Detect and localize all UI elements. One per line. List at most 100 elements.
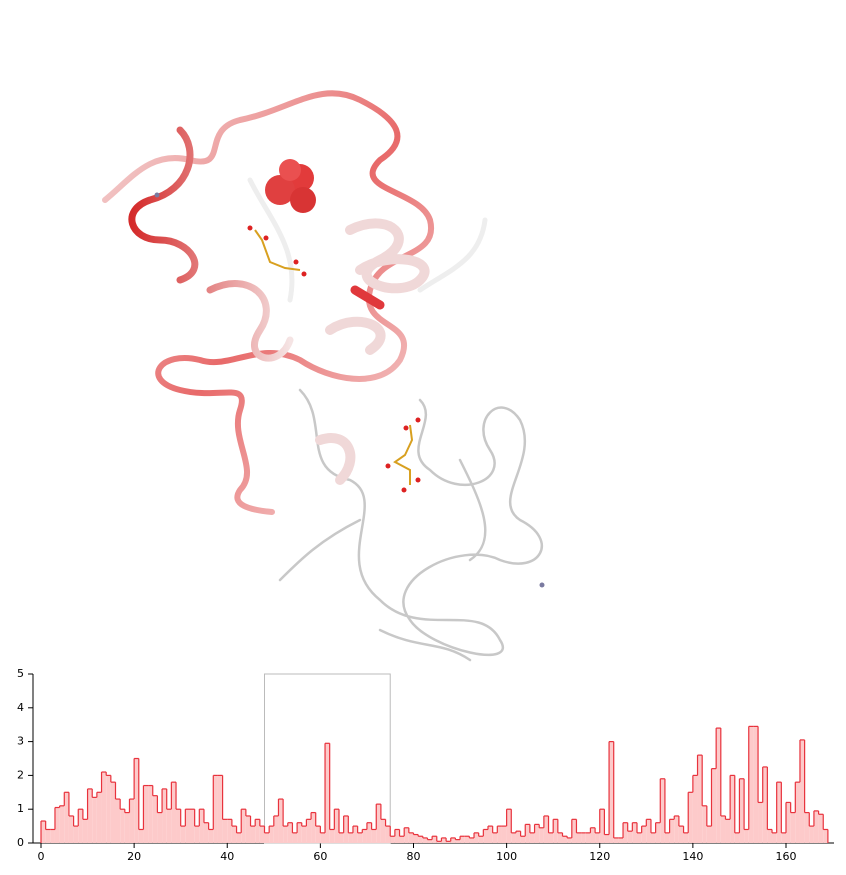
bin: [208, 829, 214, 843]
bin: [720, 815, 726, 843]
bin: [767, 829, 773, 843]
bin: [609, 741, 614, 843]
bin: [674, 815, 679, 843]
x-tick-label: 160: [775, 850, 796, 863]
bin: [818, 814, 824, 843]
bin: [329, 829, 335, 843]
bin: [599, 809, 605, 843]
bin: [460, 836, 465, 843]
bin: [292, 832, 298, 843]
bin: [380, 819, 386, 843]
bin: [352, 826, 358, 843]
bin: [785, 802, 791, 843]
bin: [776, 782, 782, 843]
bin: [650, 832, 656, 843]
bin: [41, 821, 46, 843]
bin: [287, 822, 293, 843]
bin: [664, 832, 670, 843]
bin: [501, 826, 507, 843]
bin: [171, 782, 177, 843]
bin: [697, 755, 703, 843]
histogram: 0 1 2 3 4 5 0 20 40 60 80 100 120 140 160: [17, 667, 834, 863]
bin: [613, 837, 619, 843]
bin: [520, 836, 526, 843]
bin: [255, 819, 260, 843]
bin: [245, 815, 251, 843]
bin: [427, 839, 433, 843]
bin: [823, 829, 828, 843]
bin: [283, 826, 288, 843]
bin: [343, 815, 349, 843]
bin: [432, 836, 437, 843]
bin: [334, 809, 339, 843]
bin: [716, 728, 721, 843]
x-tick-label: 20: [127, 850, 141, 863]
y-tick-label: 5: [17, 667, 24, 680]
bin: [678, 826, 684, 843]
bin: [543, 815, 549, 843]
bin: [362, 829, 367, 843]
bin: [227, 819, 232, 843]
bin: [73, 826, 79, 843]
bin: [120, 809, 125, 843]
bin: [106, 775, 111, 843]
bin: [143, 785, 149, 843]
bin: [157, 812, 163, 843]
bin: [511, 832, 516, 843]
bin: [585, 832, 591, 843]
bin: [50, 829, 55, 843]
bin: [688, 792, 693, 843]
bin: [348, 832, 353, 843]
bin: [45, 829, 51, 843]
bin: [87, 788, 93, 843]
y-tick-label: 2: [17, 768, 24, 781]
bin: [325, 743, 330, 843]
bin: [152, 795, 158, 843]
bin: [478, 836, 484, 843]
bin: [162, 788, 167, 843]
bin: [706, 826, 712, 843]
y-tick-label: 3: [17, 735, 24, 748]
bin: [781, 832, 786, 843]
protein-structure: [102, 90, 545, 662]
bin: [259, 826, 265, 843]
bin: [623, 822, 628, 843]
bin: [278, 799, 284, 843]
bin: [418, 836, 423, 843]
bin: [404, 827, 409, 843]
bin: [683, 832, 689, 843]
bin: [199, 809, 204, 843]
bin: [576, 832, 582, 843]
bin: [669, 819, 675, 843]
x-tick-label: 100: [496, 850, 517, 863]
bin: [115, 799, 121, 843]
bin: [194, 826, 200, 843]
bin: [68, 815, 74, 843]
bin: [581, 832, 586, 843]
bin: [692, 775, 698, 843]
bin: [138, 829, 144, 843]
bin: [273, 815, 279, 843]
bin: [571, 819, 577, 843]
bin: [730, 775, 735, 843]
bin: [557, 832, 563, 843]
bin: [646, 819, 651, 843]
bin: [474, 832, 479, 843]
bin: [753, 726, 759, 843]
bin: [408, 832, 414, 843]
x-tick-label: 60: [313, 850, 327, 863]
bin: [203, 822, 209, 843]
bin: [357, 832, 363, 843]
bin: [422, 837, 428, 843]
bin: [660, 778, 665, 843]
bin: [725, 819, 731, 843]
bin: [315, 826, 321, 843]
bin: [59, 805, 65, 843]
bin: [376, 804, 381, 843]
bin: [250, 826, 256, 843]
bin: [148, 785, 153, 843]
x-tick-label: 140: [682, 850, 703, 863]
bin: [54, 807, 60, 843]
bin: [618, 837, 624, 843]
